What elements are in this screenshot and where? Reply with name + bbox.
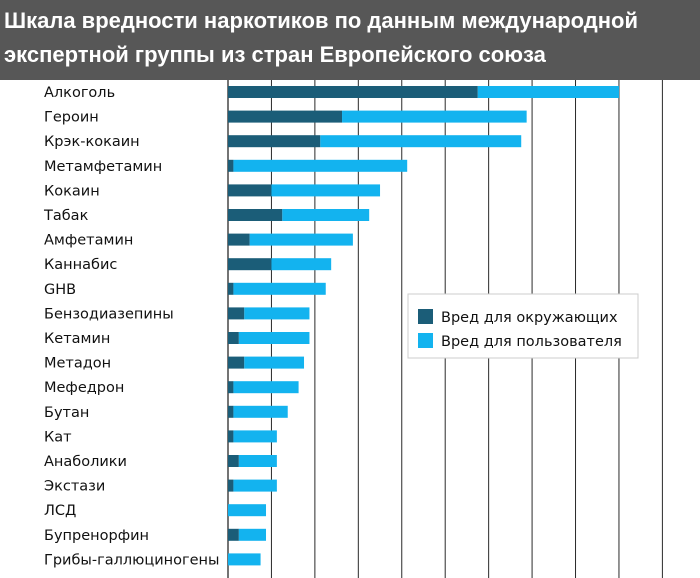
bar-others-segment bbox=[228, 86, 478, 98]
bar-users-segment bbox=[233, 381, 299, 394]
bar-others-segment bbox=[228, 356, 245, 369]
category-label: Бутан bbox=[44, 405, 89, 421]
bar-others-segment bbox=[228, 110, 343, 123]
bars bbox=[228, 86, 619, 566]
category-label: Экстази bbox=[44, 479, 105, 495]
legend-swatch-users bbox=[418, 333, 433, 348]
legend-label-others: Вред для окружающих bbox=[441, 310, 618, 326]
category-label: Метамфетамин bbox=[44, 159, 162, 175]
bar-users-segment bbox=[228, 553, 261, 566]
bar-users-segment bbox=[228, 504, 267, 517]
bar-others-segment bbox=[228, 258, 272, 271]
chart-title-line-2: экспертной группы из стран Европейского … bbox=[4, 42, 546, 67]
category-label: ЛСД bbox=[44, 503, 76, 519]
category-label: Каннабис bbox=[44, 257, 117, 273]
legend-swatch-others bbox=[418, 309, 433, 324]
bar-others-segment bbox=[228, 332, 239, 344]
bar-users-segment bbox=[249, 233, 353, 246]
category-label: GHB bbox=[44, 282, 76, 298]
bar-others-segment bbox=[228, 135, 321, 148]
category-label: Кат bbox=[44, 429, 72, 445]
category-label: Героин bbox=[44, 110, 99, 126]
bar-others-segment bbox=[228, 159, 234, 172]
category-label: Бензодиазепины bbox=[44, 306, 174, 322]
category-label: Грибы-галлюциногены bbox=[44, 552, 219, 568]
bar-others-segment bbox=[228, 184, 272, 197]
legend-label-users: Вред для пользователя bbox=[441, 334, 622, 350]
bar-others-segment bbox=[228, 381, 234, 394]
bar-users-segment bbox=[320, 135, 522, 148]
category-label: Бупренорфин bbox=[44, 528, 149, 544]
bar-chart: Алкоголь Героин Крэк-кокаин Метамфетамин Кок… bbox=[43, 80, 663, 578]
bar-others-segment bbox=[228, 233, 250, 246]
bar-users-segment bbox=[233, 430, 277, 443]
bar-users-segment bbox=[238, 528, 267, 541]
category-label: Амфетамин bbox=[44, 233, 133, 249]
chart-title-line-1: Шкала вредности наркотиков по данным меж… bbox=[4, 8, 638, 33]
bar-users-segment bbox=[238, 455, 277, 467]
bar-users-segment bbox=[233, 159, 408, 172]
bar-users-segment bbox=[342, 110, 527, 123]
bar-others-segment bbox=[228, 209, 283, 221]
bar-users-segment bbox=[233, 282, 326, 295]
bar-others-segment bbox=[228, 430, 234, 443]
category-label: Крэк-кокаин bbox=[44, 134, 140, 150]
legend: Вред для окружающих Вред для пользовател… bbox=[407, 293, 639, 359]
bar-users-segment bbox=[271, 184, 381, 197]
bar-users-segment bbox=[282, 209, 370, 221]
title-bar: Шкала вредности наркотиков по данным меж… bbox=[0, 0, 700, 80]
category-label: Анаболики bbox=[44, 454, 127, 470]
bar-users-segment bbox=[271, 258, 332, 271]
bar-users-segment bbox=[238, 332, 310, 344]
category-label: Табак bbox=[43, 208, 89, 224]
bar-others-segment bbox=[228, 528, 239, 541]
bar-users-segment bbox=[233, 479, 277, 492]
category-label: Метадон bbox=[44, 356, 111, 372]
category-label: Кетамин bbox=[44, 331, 110, 347]
bar-users-segment bbox=[233, 405, 288, 418]
category-label: Мефедрон bbox=[44, 380, 124, 396]
bar-others-segment bbox=[228, 455, 239, 467]
bar-others-segment bbox=[228, 405, 234, 418]
bar-users-segment bbox=[244, 356, 305, 369]
bar-users-segment bbox=[244, 307, 310, 320]
bar-others-segment bbox=[228, 282, 234, 295]
bar-others-segment bbox=[228, 307, 245, 320]
category-label: Кокаин bbox=[44, 183, 100, 199]
category-labels: Алкоголь Героин Крэк-кокаин Метамфетамин Кок… bbox=[43, 85, 219, 568]
legend-box bbox=[407, 293, 639, 359]
category-label: Алкоголь bbox=[44, 85, 115, 101]
bar-users-segment bbox=[477, 86, 619, 98]
bar-others-segment bbox=[228, 479, 234, 492]
